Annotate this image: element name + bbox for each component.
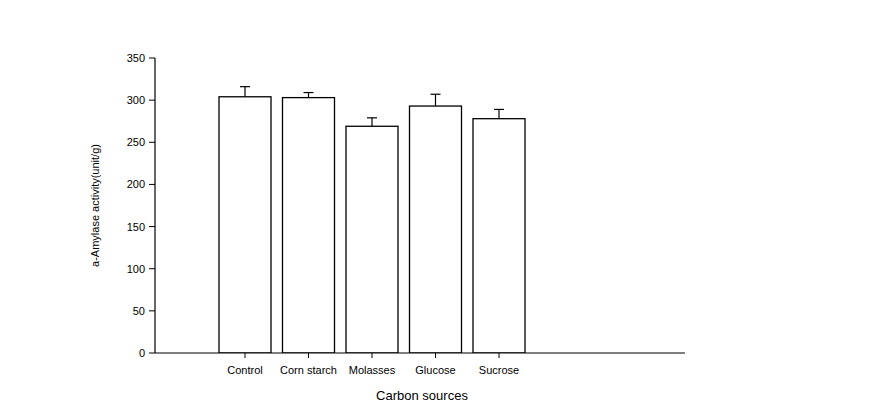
x-tick-label: Sucrose xyxy=(479,364,519,376)
y-tick xyxy=(149,100,155,101)
error-stem xyxy=(498,109,499,118)
y-tick-label: 200 xyxy=(127,178,145,190)
bar xyxy=(283,98,335,353)
error-cap xyxy=(367,117,377,118)
error-bar xyxy=(431,94,441,106)
y-tick xyxy=(149,310,155,311)
y-axis xyxy=(154,58,155,353)
y-tick-label: 0 xyxy=(139,347,145,359)
x-tick-label: Control xyxy=(227,364,262,376)
bars xyxy=(219,87,525,353)
y-tick-label: 150 xyxy=(127,221,145,233)
error-stem xyxy=(308,93,309,98)
x-tick-label: Corn starch xyxy=(280,364,337,376)
error-bar xyxy=(304,93,314,98)
error-cap xyxy=(304,92,314,93)
error-cap xyxy=(431,94,441,95)
error-cap xyxy=(240,86,250,87)
y-tick xyxy=(149,268,155,269)
x-axis xyxy=(155,352,685,353)
bar xyxy=(473,119,525,353)
error-bar xyxy=(367,118,377,126)
error-stem xyxy=(435,94,436,106)
y-tick xyxy=(149,58,155,59)
y-tick-label: 300 xyxy=(127,94,145,106)
y-tick-label: 350 xyxy=(127,52,145,64)
error-bar xyxy=(494,109,504,118)
error-stem xyxy=(244,87,245,97)
error-bar xyxy=(240,87,250,97)
y-tick xyxy=(149,353,155,354)
x-tick-label: Glucose xyxy=(415,364,455,376)
error-cap xyxy=(494,109,504,110)
y-tick xyxy=(149,184,155,185)
chart: 0 50 100 150 200 250 300 350 Control Corn starch M… xyxy=(0,0,870,407)
error-stem xyxy=(371,118,372,126)
x-tick xyxy=(308,353,309,358)
bar xyxy=(346,126,398,353)
x-tick xyxy=(372,353,373,358)
bar xyxy=(410,106,462,353)
y-tick-label: 250 xyxy=(127,136,145,148)
x-tick-label: Molasses xyxy=(349,364,396,376)
bar xyxy=(219,97,271,353)
y-tick xyxy=(149,142,155,143)
y-tick-label: 50 xyxy=(133,305,145,317)
y-tick xyxy=(149,226,155,227)
x-tick xyxy=(245,353,246,358)
x-tick xyxy=(499,353,500,358)
x-axis-label: Carbon sources xyxy=(376,388,468,403)
y-tick-label: 100 xyxy=(127,263,145,275)
y-axis-label: a-Amylase activity(unit/g) xyxy=(89,144,101,267)
x-tick xyxy=(435,353,436,358)
